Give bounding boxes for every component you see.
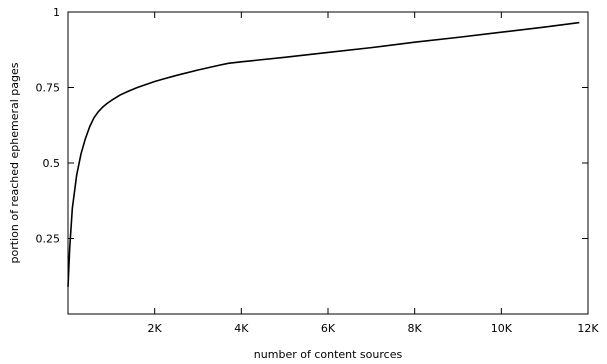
tick-labels: 2K 4K 6K 8K 10K 12K 0.25 0.5 0.75 1: [36, 6, 600, 335]
series-group: [67, 21, 580, 287]
x-tick-label: 4K: [234, 322, 249, 335]
y-tick-label: 0.25: [36, 233, 61, 246]
x-tick-label: 2K: [148, 322, 163, 335]
tick-marks: [68, 11, 589, 314]
x-tick-label: 10K: [491, 322, 513, 335]
x-tick-label: 12K: [577, 322, 599, 335]
x-tick-label: 8K: [408, 322, 423, 335]
y-tick-label: 0.75: [36, 82, 61, 95]
x-tick-label: 6K: [321, 322, 336, 335]
series-line: [67, 21, 580, 287]
x-axis-label: number of content sources: [254, 348, 403, 361]
y-tick-label: 1: [53, 6, 60, 19]
plot-frame: [67, 11, 589, 315]
y-axis-label: portion of reached ephemeral pages: [8, 62, 21, 263]
y-tick-label: 0.5: [43, 157, 61, 170]
